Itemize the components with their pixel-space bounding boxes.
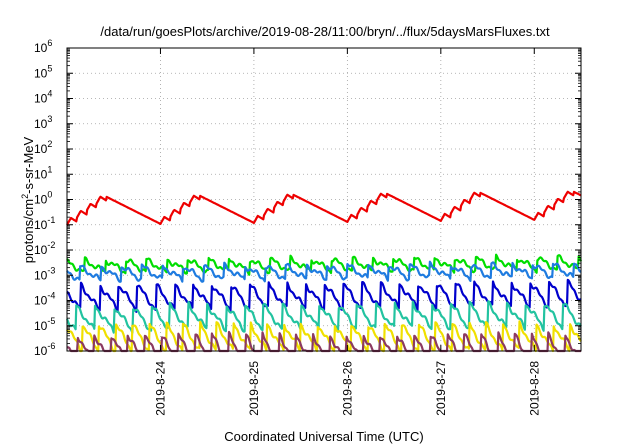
axis-ticks: 10-6 10-5 10-4 10-3 10-2 10-1 100 101 102 103 104 1… xyxy=(34,38,581,416)
x-tick-label: 2019-8-25 xyxy=(247,361,261,416)
y-axis-label-superscript: 2 xyxy=(20,194,30,199)
y-tick-label: 104 xyxy=(34,89,52,106)
y-tick-label: 10-5 xyxy=(34,316,55,333)
grid-lines xyxy=(67,48,581,351)
y-axis-label-part-1: protons/cm xyxy=(21,199,36,263)
y-tick-label: 10-3 xyxy=(34,265,55,282)
y-tick-label: 100 xyxy=(34,190,52,207)
series-line-4 xyxy=(66,278,582,313)
x-tick-label: 2019-8-28 xyxy=(527,361,541,416)
y-axis-label-part-2: -s-sr-MeV xyxy=(21,136,36,193)
y-tick-label: 10-1 xyxy=(34,215,55,232)
x-tick-label: 2019-8-26 xyxy=(340,361,354,416)
series-line-5 xyxy=(65,300,582,334)
series-line-2 xyxy=(66,253,583,276)
series-line-3 xyxy=(66,260,582,283)
y-tick-label: 10-6 xyxy=(34,341,55,358)
y-tick-label: 10-4 xyxy=(34,291,55,308)
y-axis-label: protons/cm2-s-sr-MeV xyxy=(20,136,36,263)
y-tick-label: 105 xyxy=(34,63,52,80)
y-tick-label: 102 xyxy=(34,139,52,156)
y-tick-label: 101 xyxy=(34,164,52,181)
y-tick-label: 103 xyxy=(34,114,52,131)
chart-title: /data/run/goesPlots/archive/2019-08-28/1… xyxy=(100,24,550,39)
x-tick-label: 2019-8-24 xyxy=(153,361,167,416)
x-axis-label: Coordinated Universal Time (UTC) xyxy=(224,429,423,444)
y-tick-label: 10-2 xyxy=(34,240,55,257)
x-tick-label: 2019-8-27 xyxy=(434,361,448,416)
series-line-1 xyxy=(66,190,582,226)
series-group xyxy=(65,190,583,353)
series-line-6 xyxy=(66,320,582,353)
y-tick-label: 106 xyxy=(34,38,52,55)
